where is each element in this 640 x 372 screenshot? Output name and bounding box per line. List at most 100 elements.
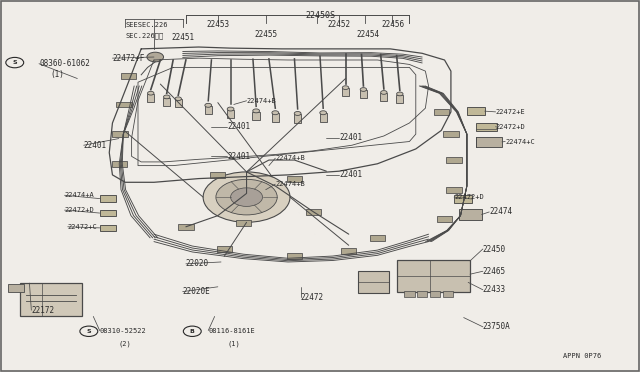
Circle shape xyxy=(216,179,277,215)
Text: 22472+D: 22472+D xyxy=(495,124,525,130)
Text: 22433: 22433 xyxy=(483,285,506,294)
Text: 22474+B: 22474+B xyxy=(275,155,305,161)
Bar xyxy=(253,112,260,120)
Bar xyxy=(443,291,453,297)
Bar xyxy=(216,246,232,252)
Bar xyxy=(358,271,389,294)
Text: 08360-61062: 08360-61062 xyxy=(39,59,90,68)
Bar xyxy=(175,99,182,108)
Bar xyxy=(100,210,116,217)
Circle shape xyxy=(203,172,290,222)
Bar xyxy=(437,217,452,222)
Bar xyxy=(434,109,449,115)
Text: 22172: 22172 xyxy=(31,306,54,315)
Text: 22465: 22465 xyxy=(483,267,506,276)
Bar xyxy=(147,94,154,102)
Text: 22450: 22450 xyxy=(483,244,506,253)
Text: 22474: 22474 xyxy=(489,208,513,217)
Bar xyxy=(112,161,127,167)
Circle shape xyxy=(175,97,182,101)
Bar xyxy=(163,97,170,106)
Bar xyxy=(116,102,132,108)
Text: B: B xyxy=(190,329,195,334)
Bar xyxy=(460,209,481,220)
Bar xyxy=(319,113,327,122)
Bar xyxy=(397,260,470,292)
Circle shape xyxy=(397,92,403,96)
Bar xyxy=(20,283,83,317)
Text: 22472+D: 22472+D xyxy=(454,194,484,200)
Bar xyxy=(417,291,428,297)
Circle shape xyxy=(342,86,349,90)
Bar xyxy=(210,172,225,178)
Bar xyxy=(476,137,502,147)
Circle shape xyxy=(381,91,387,94)
Bar xyxy=(444,131,459,137)
Bar xyxy=(396,94,403,103)
Bar xyxy=(476,123,497,131)
Bar xyxy=(271,113,279,122)
Circle shape xyxy=(294,112,301,115)
Bar xyxy=(342,88,349,96)
Text: SEESEC.226: SEESEC.226 xyxy=(125,22,168,28)
Bar xyxy=(360,90,367,98)
Text: 08116-8161E: 08116-8161E xyxy=(208,327,255,334)
Text: 22474+A: 22474+A xyxy=(65,192,94,198)
Bar xyxy=(287,253,302,259)
Text: 22474+B: 22474+B xyxy=(246,98,276,104)
Text: 22401: 22401 xyxy=(339,133,362,142)
Circle shape xyxy=(272,111,278,115)
Circle shape xyxy=(253,109,260,113)
Text: 22401: 22401 xyxy=(84,141,107,150)
Text: 22456: 22456 xyxy=(382,20,405,29)
Bar xyxy=(454,195,472,203)
Text: S: S xyxy=(86,329,91,334)
Circle shape xyxy=(320,111,326,115)
Text: 22020E: 22020E xyxy=(182,287,211,296)
Text: 22450S: 22450S xyxy=(305,11,335,20)
Bar xyxy=(100,195,116,202)
Bar xyxy=(447,157,462,163)
Text: (1): (1) xyxy=(51,70,65,79)
Bar xyxy=(227,110,234,118)
Text: 23750A: 23750A xyxy=(483,322,511,331)
Text: (2): (2) xyxy=(119,340,132,347)
Text: SEC.226参照: SEC.226参照 xyxy=(125,33,163,39)
Text: 22472+C: 22472+C xyxy=(68,224,97,230)
Text: 22474+B: 22474+B xyxy=(275,181,305,187)
Text: 22472+F: 22472+F xyxy=(113,54,145,62)
Bar xyxy=(100,225,116,231)
Text: S: S xyxy=(12,60,17,65)
Bar xyxy=(467,108,484,115)
Text: 22451: 22451 xyxy=(171,33,195,42)
Bar xyxy=(205,106,212,115)
Bar xyxy=(447,187,462,193)
Bar xyxy=(306,209,321,215)
Text: (1): (1) xyxy=(227,340,240,347)
Bar xyxy=(404,291,415,297)
Bar xyxy=(430,291,440,297)
Text: 22472+D: 22472+D xyxy=(65,207,94,213)
Bar xyxy=(121,73,136,78)
Circle shape xyxy=(163,95,170,99)
Text: 22455: 22455 xyxy=(254,29,277,39)
Circle shape xyxy=(205,103,212,107)
Bar xyxy=(370,235,385,241)
Bar xyxy=(113,131,128,137)
Bar xyxy=(287,176,302,182)
Text: 22472+E: 22472+E xyxy=(495,109,525,115)
Text: 22452: 22452 xyxy=(328,20,351,29)
Bar xyxy=(380,93,387,101)
Bar xyxy=(8,284,24,292)
Circle shape xyxy=(230,188,262,206)
Bar xyxy=(341,248,356,254)
Circle shape xyxy=(148,92,154,95)
Text: 22474+C: 22474+C xyxy=(505,138,535,145)
Circle shape xyxy=(227,107,234,111)
Circle shape xyxy=(147,52,164,62)
Text: 22454: 22454 xyxy=(356,29,380,39)
Text: 22472: 22472 xyxy=(301,293,324,302)
Text: 08310-52522: 08310-52522 xyxy=(100,327,147,334)
Bar xyxy=(294,114,301,123)
Text: 22401: 22401 xyxy=(227,122,250,131)
